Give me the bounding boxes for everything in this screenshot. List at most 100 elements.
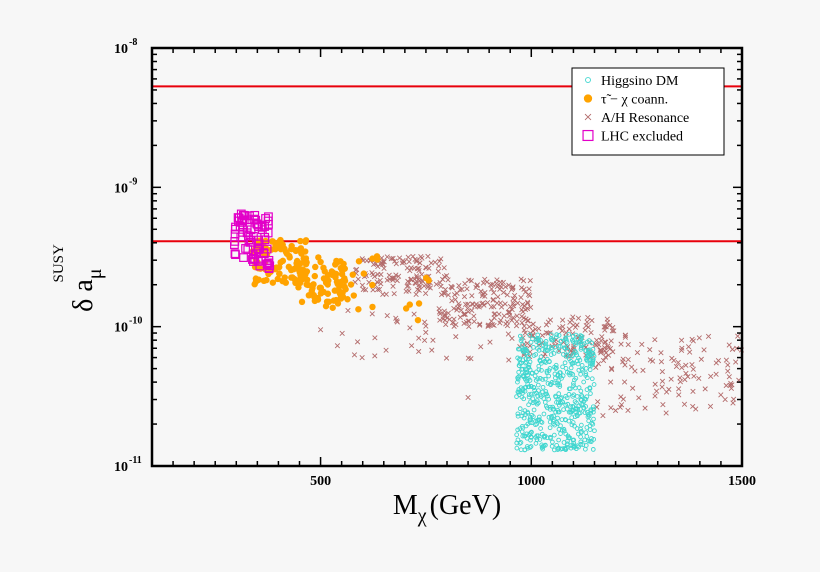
data-point: [634, 349, 641, 356]
data-point: [520, 410, 526, 416]
data-point: [533, 435, 539, 440]
data-point: [689, 336, 695, 342]
data-point: [548, 435, 553, 441]
data-point: [543, 389, 549, 394]
data-point: [571, 381, 576, 386]
data-point: [552, 344, 558, 350]
data-point: [345, 307, 351, 314]
data-point: [521, 347, 527, 352]
data-point: [708, 373, 714, 379]
data-point: [457, 287, 463, 293]
data-point: [549, 345, 554, 350]
data-point: [255, 261, 265, 271]
data-point: [572, 324, 579, 330]
data-point: [414, 286, 421, 293]
data-point: [347, 281, 355, 288]
data-point: [647, 347, 653, 353]
legend-box: [571, 67, 725, 156]
data-point: [334, 343, 341, 349]
data-point: [355, 276, 361, 282]
data-point: [255, 276, 263, 283]
data-point: [681, 401, 688, 407]
data-point: [540, 347, 545, 352]
data-point: [622, 334, 628, 340]
data-point: [578, 371, 583, 377]
data-point: [564, 369, 570, 375]
data-point: [370, 287, 376, 293]
data-point: [518, 385, 524, 391]
data-point: [518, 276, 524, 282]
data-point: [329, 304, 336, 311]
data-point: [492, 311, 498, 317]
data-point: [653, 388, 660, 394]
data-point: [560, 373, 566, 379]
data-point: [238, 210, 248, 220]
data-point: [521, 327, 527, 333]
x-tick-label: 1000: [517, 474, 545, 489]
data-point: [442, 317, 448, 323]
data-point: [369, 281, 376, 289]
data-point: [563, 366, 569, 371]
data-point: [491, 304, 497, 310]
data-point: [320, 264, 327, 272]
data-point: [556, 437, 561, 443]
data-point: [528, 434, 534, 440]
data-point: [491, 322, 497, 329]
data-point: [588, 352, 593, 358]
data-point: [525, 300, 531, 307]
data-point: [565, 441, 570, 447]
data-point: [302, 248, 309, 255]
data-point: [713, 360, 719, 366]
data-point: [317, 327, 324, 333]
data-point: [521, 286, 527, 292]
data-point: [522, 306, 529, 313]
data-point: [690, 388, 696, 394]
data-point: [506, 282, 512, 288]
data-point: [572, 385, 578, 391]
data-point: [317, 284, 325, 292]
data-point: [547, 419, 553, 425]
data-point: [611, 328, 617, 334]
data-point: [252, 219, 262, 229]
data-point: [423, 265, 429, 271]
data-point: [236, 232, 246, 242]
data-point: [433, 281, 439, 287]
data-point: [519, 394, 525, 400]
data-point: [601, 345, 608, 351]
legend-label: Higgsino DM: [601, 74, 679, 89]
data-point: [621, 379, 628, 385]
data-point: [459, 286, 465, 293]
data-point: [527, 420, 533, 425]
data-point: [571, 437, 577, 443]
data-point: [568, 365, 574, 371]
data-point: [570, 339, 576, 344]
data-point: [522, 289, 528, 295]
data-point: [573, 409, 578, 414]
data-point: [396, 255, 403, 261]
data-point: [576, 431, 581, 437]
data-point: [537, 392, 543, 398]
data-point: [548, 352, 554, 357]
data-point: [279, 257, 287, 265]
data-point: [275, 239, 283, 246]
data-point: [599, 334, 605, 340]
data-point: [698, 356, 704, 362]
data-point: [590, 404, 596, 410]
data-point: [600, 412, 606, 419]
data-point: [451, 305, 457, 312]
data-point: [574, 322, 580, 328]
data-point: [540, 377, 545, 382]
data-point: [537, 376, 543, 381]
data-point: [578, 388, 584, 394]
data-point: [620, 359, 626, 365]
data-point: [554, 334, 559, 340]
data-point: [556, 409, 562, 415]
data-point: [542, 443, 548, 448]
data-point: [422, 319, 428, 325]
data-point: [539, 360, 544, 366]
data-point: [416, 267, 422, 274]
data-point: [522, 330, 528, 336]
data-point: [565, 433, 571, 439]
data-point: [576, 444, 581, 450]
